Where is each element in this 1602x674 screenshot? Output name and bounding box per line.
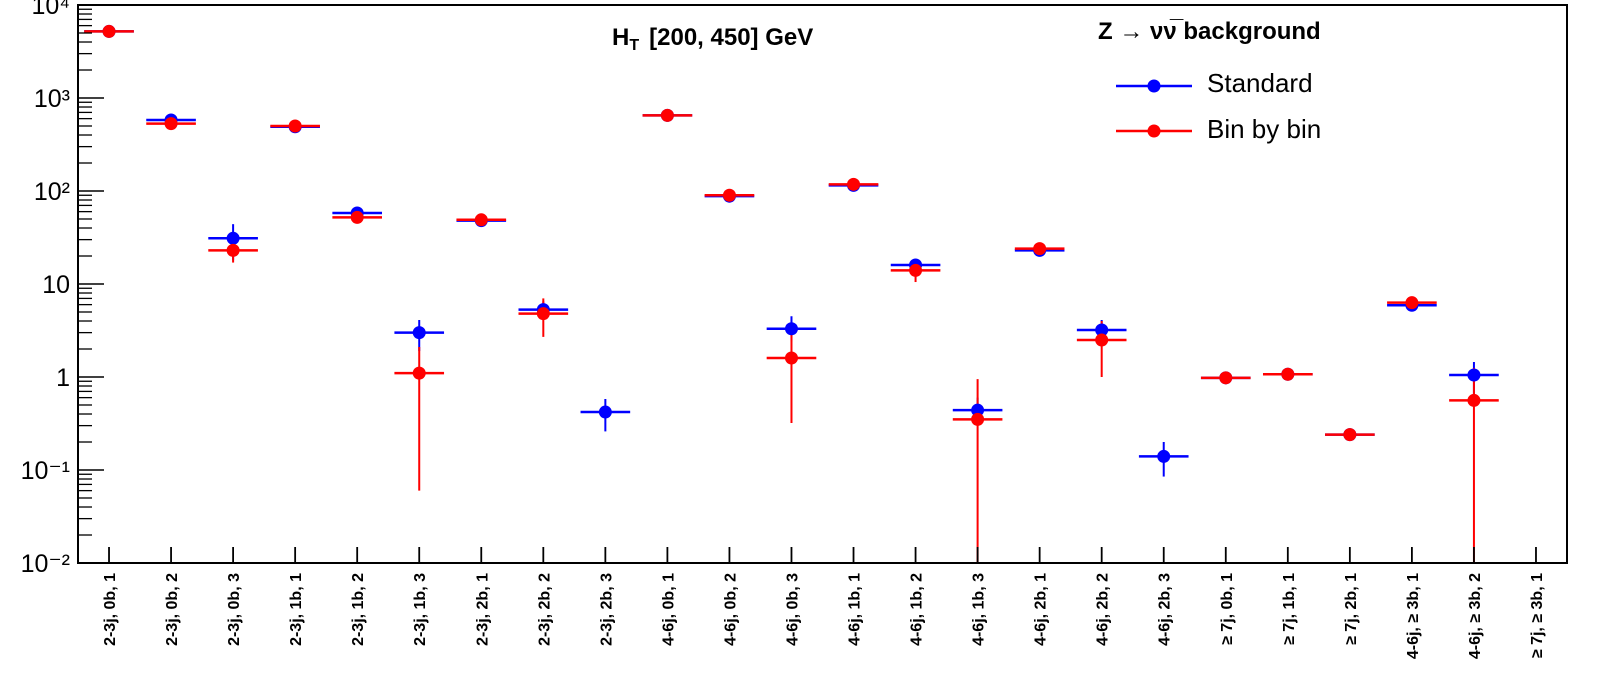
- x-tick-label: 2-3j, 0b, 1: [102, 573, 119, 646]
- data-point-standard: [598, 405, 612, 419]
- y-axis-ticks: 10⁻² 10⁻¹ 1 10 10² 10³ 10⁴: [21, 0, 104, 578]
- legend-marker-binbybin: [1147, 124, 1161, 138]
- x-tick-label: ≥ 7j, 0b, 1: [1219, 573, 1236, 645]
- data-point-standard: [1467, 368, 1481, 382]
- data-point-binbybin: [1281, 367, 1295, 381]
- legend-marker-standard: [1147, 79, 1161, 93]
- data-point-binbybin: [1033, 242, 1047, 256]
- title-subscript: T: [629, 37, 640, 54]
- data-point-binbybin: [350, 210, 364, 224]
- x-tick-label: 4-6j, 2b, 3: [1157, 573, 1174, 646]
- data-point-binbybin: [474, 213, 488, 227]
- data-point-binbybin: [847, 177, 861, 191]
- data-point-binbybin: [660, 108, 674, 122]
- data-point-standard: [226, 231, 240, 245]
- y-tick-label: 10⁻²: [21, 550, 70, 578]
- x-tick-label: 4-6j, 1b, 1: [847, 573, 864, 646]
- y-tick-label: 10²: [34, 178, 70, 206]
- data-point-binbybin: [784, 351, 798, 365]
- data-point-binbybin: [102, 24, 116, 38]
- data-point-binbybin: [1405, 296, 1419, 310]
- data-point-standard: [971, 403, 985, 417]
- title-main: H: [612, 24, 630, 51]
- x-tick-label: 2-3j, 1b, 1: [288, 573, 305, 646]
- x-axis-ticks: 2-3j, 0b, 1 2-3j, 0b, 2 2-3j, 0b, 3 2-3j, 1…: [102, 547, 1546, 659]
- y-tick-label: 10: [42, 271, 70, 299]
- data-point-binbybin: [164, 117, 178, 131]
- data-point-standard: [1157, 449, 1171, 463]
- legend-label-standard: Standard: [1207, 68, 1313, 98]
- x-tick-label: 2-3j, 1b, 2: [350, 573, 367, 646]
- background-annotation: Z → νν̅ background: [1098, 18, 1321, 45]
- x-tick-label: 4-6j, 0b, 1: [660, 573, 677, 646]
- x-tick-label: 4-6j, 2b, 2: [1095, 573, 1112, 646]
- data-points-layer: [102, 24, 1481, 463]
- data-point-binbybin: [536, 307, 550, 321]
- data-point-binbybin: [226, 243, 240, 257]
- data-point-binbybin: [1219, 371, 1233, 385]
- x-tick-label: 2-3j, 0b, 3: [226, 573, 243, 646]
- x-tick-label: ≥ 7j, ≥ 3b, 1: [1529, 573, 1546, 658]
- data-point-binbybin: [1095, 333, 1109, 347]
- data-point-standard: [784, 322, 798, 336]
- data-point-binbybin: [412, 366, 426, 380]
- x-tick-label: 4-6j, 0b, 2: [722, 573, 739, 646]
- chart-title: HT [200, 450] GeV: [612, 24, 813, 55]
- x-tick-label: 4-6j, 2b, 1: [1033, 573, 1050, 646]
- x-tick-label: 4-6j, 0b, 3: [784, 573, 801, 646]
- x-tick-label: ≥ 7j, 2b, 1: [1343, 573, 1360, 645]
- x-tick-label: 2-3j, 2b, 1: [474, 573, 491, 646]
- x-tick-label: 4-6j, 1b, 2: [909, 573, 926, 646]
- title-range: [200, 450] GeV: [649, 24, 814, 51]
- y-tick-label: 10⁻¹: [21, 457, 70, 485]
- x-tick-label: 2-3j, 2b, 2: [536, 573, 553, 646]
- data-point-binbybin: [1467, 393, 1481, 407]
- data-point-standard: [412, 326, 426, 340]
- data-point-binbybin: [971, 412, 985, 426]
- data-point-binbybin: [288, 119, 302, 133]
- plot-frame: [77, 4, 1568, 564]
- legend-label-binbybin: Bin by bin: [1207, 114, 1322, 144]
- data-point-binbybin: [909, 263, 923, 277]
- data-point-standard: [1095, 323, 1109, 337]
- x-tick-label: 4-6j, ≥ 3b, 2: [1467, 573, 1484, 659]
- x-tick-label: 2-3j, 1b, 3: [412, 573, 429, 646]
- data-point-binbybin: [1343, 428, 1357, 442]
- x-tick-label: 2-3j, 2b, 3: [598, 573, 615, 646]
- y-tick-label: 1: [56, 364, 70, 392]
- x-tick-label: ≥ 7j, 1b, 1: [1281, 573, 1298, 645]
- data-point-binbybin: [722, 188, 736, 202]
- x-tick-label: 4-6j, 1b, 3: [971, 573, 988, 646]
- y-tick-label: 10⁴: [31, 0, 70, 20]
- y-tick-label: 10³: [34, 85, 70, 113]
- x-tick-label: 4-6j, ≥ 3b, 1: [1405, 573, 1422, 659]
- x-tick-label: 2-3j, 0b, 2: [164, 573, 181, 646]
- legend-markers: [1116, 79, 1192, 138]
